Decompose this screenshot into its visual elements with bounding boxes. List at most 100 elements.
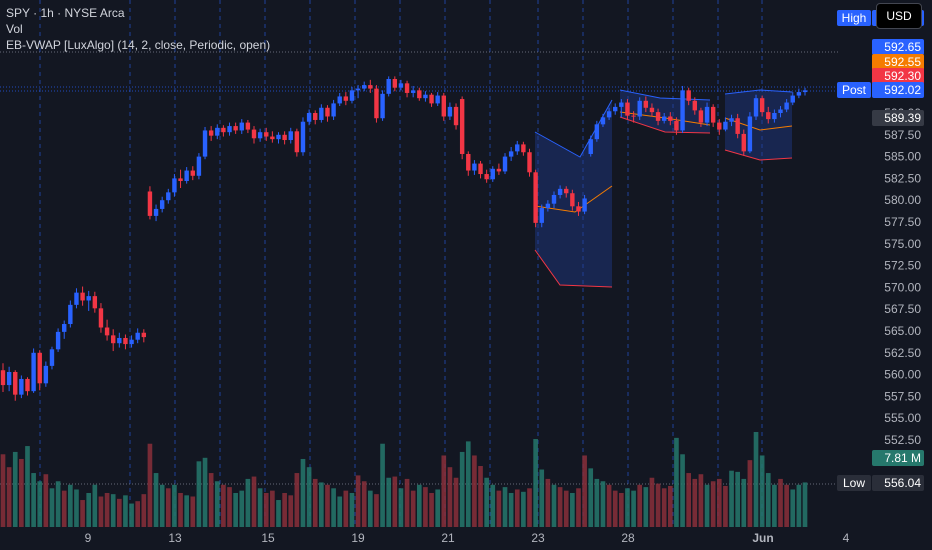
volume-bar <box>735 471 740 527</box>
volume-bar <box>331 488 336 527</box>
price-tag <box>872 110 924 126</box>
symbol-title[interactable]: SPY · 1h · NYSE Arca <box>6 6 125 20</box>
volume-bar <box>710 481 716 527</box>
volume-bar <box>221 484 226 527</box>
volume-bar <box>772 484 777 527</box>
candle-body <box>723 121 728 130</box>
candle-body <box>233 126 238 131</box>
candle-body <box>13 371 18 395</box>
candle-body <box>619 102 624 107</box>
candle-body <box>613 106 618 112</box>
candle-body <box>368 85 373 89</box>
volume-bar <box>325 484 330 527</box>
currency-button[interactable]: USD <box>876 3 922 29</box>
volume-bar <box>459 451 465 527</box>
candle-body <box>62 324 67 332</box>
volume-bar <box>184 495 189 527</box>
candle-body <box>294 131 300 153</box>
candle-body <box>735 118 740 134</box>
volume-bar <box>319 482 324 527</box>
volume-bar <box>796 484 802 527</box>
price-tag-value: 592.55 <box>884 55 921 69</box>
candle-body <box>717 122 722 130</box>
volume-bar <box>6 467 12 527</box>
volume-bar <box>98 496 104 527</box>
volume-bar <box>12 451 18 527</box>
volume-bar <box>704 484 710 527</box>
volume-bar <box>490 484 496 527</box>
price-axis-label: 585.00 <box>884 150 921 164</box>
price-axis-label: 567.50 <box>884 302 921 316</box>
candle-body <box>508 151 514 157</box>
price-axis-label: 577.50 <box>884 215 921 229</box>
volume-bar <box>263 492 269 527</box>
candle-body <box>215 127 220 136</box>
price-axis-label: 587.50 <box>884 128 921 142</box>
volume-bar <box>423 487 428 527</box>
time-axis-label: 9 <box>85 531 92 545</box>
price-tag-label-box <box>837 475 871 491</box>
price-axis-label: 582.50 <box>884 171 921 185</box>
candle-body <box>141 332 147 338</box>
candle-body <box>55 331 61 350</box>
indicator-legend[interactable]: EB-VWAP [LuxAlgo] (14, 2, close, Periodi… <box>6 38 271 52</box>
time-axis-label: 13 <box>168 531 182 545</box>
candle-body <box>208 130 214 136</box>
price-axis-label: 555.00 <box>884 411 921 425</box>
volume-bar <box>43 474 49 527</box>
price-tag-value: 592.30 <box>884 69 921 83</box>
volume-bar <box>214 481 220 527</box>
price-tag-value: 556.04 <box>884 476 921 490</box>
volume-bar <box>521 491 526 527</box>
volume-bar <box>380 443 385 527</box>
candle-body <box>264 132 269 137</box>
volume-bar <box>349 492 355 527</box>
volume-bar <box>116 498 122 527</box>
candle-body <box>490 168 495 180</box>
volume-bar <box>551 484 557 527</box>
volume-bar <box>49 488 55 527</box>
candle-body <box>43 365 49 384</box>
volume-bar <box>570 492 575 527</box>
volume-bar <box>435 489 440 527</box>
volume-bar <box>410 490 416 527</box>
candle-body <box>686 90 691 101</box>
candle-body <box>582 198 587 212</box>
candle-body <box>417 90 422 99</box>
candle-body <box>759 98 765 113</box>
candle-body <box>25 378 30 392</box>
candle-body <box>251 129 257 139</box>
volume-bar <box>723 485 728 527</box>
volume-bar <box>129 503 134 527</box>
volume-bar <box>790 489 796 527</box>
volume-bar <box>165 488 171 527</box>
volume-legend[interactable]: Vol <box>6 22 23 36</box>
candle-body <box>159 200 165 209</box>
candle-body <box>459 99 465 154</box>
candle-body <box>319 107 324 120</box>
volume-bar <box>680 454 685 527</box>
volume-bar <box>557 487 563 527</box>
volume-bar <box>759 455 765 527</box>
volume-bar <box>0 454 6 527</box>
volume-bar <box>257 488 263 527</box>
volume-bar <box>441 455 447 527</box>
volume-bar <box>196 461 202 527</box>
volume-bar <box>386 477 392 527</box>
price-tag <box>872 450 924 466</box>
candle-body <box>778 109 783 113</box>
candle-body <box>668 116 673 121</box>
candle-body <box>410 90 416 93</box>
price-tag-value: 589.39 <box>884 111 921 125</box>
price-tag <box>872 68 924 84</box>
candle-body <box>331 103 336 117</box>
volume-bar <box>465 441 471 527</box>
price-tag <box>872 39 924 55</box>
price-axis-label: 552.50 <box>884 433 921 447</box>
candle-body <box>441 95 446 117</box>
volume-bar <box>74 489 79 527</box>
volume-bar <box>716 478 722 527</box>
volume-bar <box>294 473 300 527</box>
volume-bar <box>245 478 251 527</box>
